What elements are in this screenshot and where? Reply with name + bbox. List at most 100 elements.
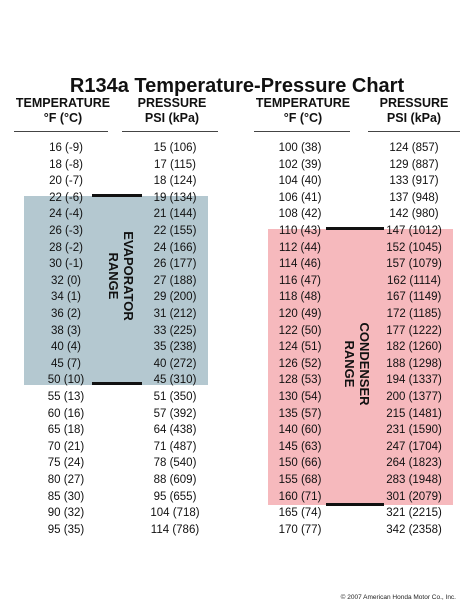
right-temperature-cell: 150 (66) [278, 457, 322, 469]
header-rule [14, 131, 108, 132]
evaporator-end-marker [92, 382, 142, 385]
left-pressure-cell: 31 (212) [153, 308, 197, 320]
right-temperature-cell: 110 (43) [279, 225, 321, 237]
right-pressure-cell: 167 (1149) [386, 291, 442, 303]
right-temperature-cell: 126 (52) [278, 358, 322, 370]
left-pressure-cell: 51 (350) [153, 391, 197, 403]
pressure-units: PSI (kPa) [144, 111, 200, 125]
right-pressure-cell: 129 (887) [389, 159, 439, 171]
right-pressure-cell: 162 (1114) [387, 275, 441, 287]
condenser-range-band [268, 229, 453, 505]
left-temperature-cell: 24 (-4) [49, 208, 83, 220]
evaporator-range-band [24, 196, 208, 385]
left-pressure-header: PRESSURE PSI (kPa) [122, 96, 222, 126]
right-pressure-cell: 342 (2358) [386, 524, 442, 536]
condenser-label-line-2: RANGE [342, 340, 357, 388]
right-pressure-cell: 188 (1298) [386, 358, 442, 370]
right-temperature-cell: 100 (38) [278, 142, 322, 154]
right-pressure-cell: 321 (2215) [386, 507, 442, 519]
left-temperature-cell: 22 (-6) [49, 192, 83, 204]
right-temperature-cell: 165 (74) [278, 507, 322, 519]
left-pressure-cell: 64 (438) [153, 424, 197, 436]
temperature-units: °F (°C) [283, 111, 323, 125]
left-temperature-cell: 85 (30) [47, 491, 85, 503]
right-pressure-cell: 157 (1079) [386, 258, 442, 270]
right-pressure-cell: 194 (1337) [386, 374, 442, 386]
right-pressure-cell: 247 (1704) [386, 441, 442, 453]
temperature-units: °F (°C) [43, 111, 83, 125]
condenser-start-marker [326, 227, 384, 230]
right-temperature-cell: 102 (39) [278, 159, 322, 171]
evaporator-start-marker [92, 194, 142, 197]
right-pressure-cell: 231 (1590) [386, 424, 442, 436]
left-pressure-cell: 33 (225) [153, 325, 197, 337]
right-temperature-cell: 160 (71) [278, 491, 322, 503]
left-pressure-cell: 45 (310) [153, 374, 197, 386]
right-pressure-cell: 172 (1185) [386, 308, 442, 320]
left-pressure-cell: 95 (655) [153, 491, 197, 503]
temperature-label: TEMPERATURE [15, 96, 111, 110]
left-temperature-cell: 70 (21) [47, 441, 85, 453]
right-temperature-cell: 104 (40) [278, 175, 322, 187]
right-temperature-cell: 120 (49) [278, 308, 322, 320]
right-pressure-cell: 152 (1045) [386, 242, 442, 254]
right-temperature-cell: 135 (57) [278, 408, 322, 420]
right-temperature-cell: 124 (51) [278, 341, 322, 353]
right-pressure-cell: 283 (1948) [386, 474, 442, 486]
right-temperature-cell: 108 (42) [278, 208, 322, 220]
right-pressure-cell: 147 (1012) [386, 225, 442, 237]
left-pressure-cell: 88 (609) [153, 474, 197, 486]
right-temperature-cell: 128 (53) [278, 374, 322, 386]
right-temperature-cell: 155 (68) [278, 474, 322, 486]
left-temperature-cell: 95 (35) [47, 524, 85, 536]
left-temperature-cell: 45 (7) [50, 358, 82, 370]
left-temperature-cell: 34 (1) [50, 291, 82, 303]
left-temperature-header: TEMPERATURE °F (°C) [8, 96, 118, 126]
right-pressure-cell: 133 (917) [389, 175, 439, 187]
left-temperature-cell: 75 (24) [47, 457, 85, 469]
condenser-end-marker [326, 503, 384, 506]
left-temperature-cell: 65 (18) [47, 424, 85, 436]
left-temperature-cell: 18 (-8) [49, 159, 83, 171]
left-pressure-cell: 104 (718) [150, 507, 200, 519]
pressure-units: PSI (kPa) [386, 111, 442, 125]
left-temperature-cell: 80 (27) [47, 474, 85, 486]
left-temperature-cell: 50 (10) [47, 374, 85, 386]
left-pressure-cell: 27 (188) [153, 275, 197, 287]
left-pressure-cell: 35 (238) [153, 341, 197, 353]
right-pressure-cell: 301 (2079) [386, 491, 442, 503]
left-temperature-cell: 32 (0) [50, 275, 82, 287]
evaporator-label-line-1: EVAPORATOR [121, 231, 136, 321]
left-pressure-cell: 40 (272) [153, 358, 197, 370]
right-temperature-cell: 145 (63) [278, 441, 322, 453]
right-pressure-cell: 177 (1222) [386, 325, 442, 337]
left-pressure-cell: 114 (786) [150, 524, 200, 536]
left-pressure-cell: 19 (134) [153, 192, 197, 204]
pressure-label: PRESSURE [379, 96, 449, 110]
copyright-notice: © 2007 American Honda Motor Co., Inc. [340, 594, 456, 601]
left-temperature-cell: 60 (16) [47, 408, 85, 420]
left-pressure-cell: 15 (106) [153, 142, 197, 154]
left-temperature-cell: 40 (4) [50, 341, 82, 353]
right-pressure-cell: 182 (1260) [386, 341, 442, 353]
right-temperature-cell: 116 (47) [279, 275, 321, 287]
pressure-label: PRESSURE [137, 96, 207, 110]
right-temperature-cell: 130 (54) [278, 391, 322, 403]
left-pressure-cell: 71 (487) [153, 441, 197, 453]
left-temperature-cell: 38 (3) [50, 325, 82, 337]
left-temperature-cell: 26 (-3) [49, 225, 83, 237]
evaporator-range-label: EVAPORATOR RANGE [104, 216, 136, 336]
left-temperature-cell: 16 (-9) [49, 142, 83, 154]
right-temperature-cell: 118 (48) [279, 291, 321, 303]
left-pressure-cell: 21 (144) [153, 208, 197, 220]
right-temperature-cell: 122 (50) [278, 325, 322, 337]
left-pressure-cell: 24 (166) [153, 242, 197, 254]
right-temperature-cell: 106 (41) [278, 192, 322, 204]
left-temperature-cell: 90 (32) [47, 507, 85, 519]
temperature-label: TEMPERATURE [255, 96, 351, 110]
left-temperature-cell: 30 (-1) [49, 258, 83, 270]
right-pressure-cell: 215 (1481) [386, 408, 442, 420]
right-pressure-header: PRESSURE PSI (kPa) [364, 96, 464, 126]
right-pressure-cell: 200 (1377) [386, 391, 442, 403]
right-temperature-cell: 112 (44) [279, 242, 321, 254]
